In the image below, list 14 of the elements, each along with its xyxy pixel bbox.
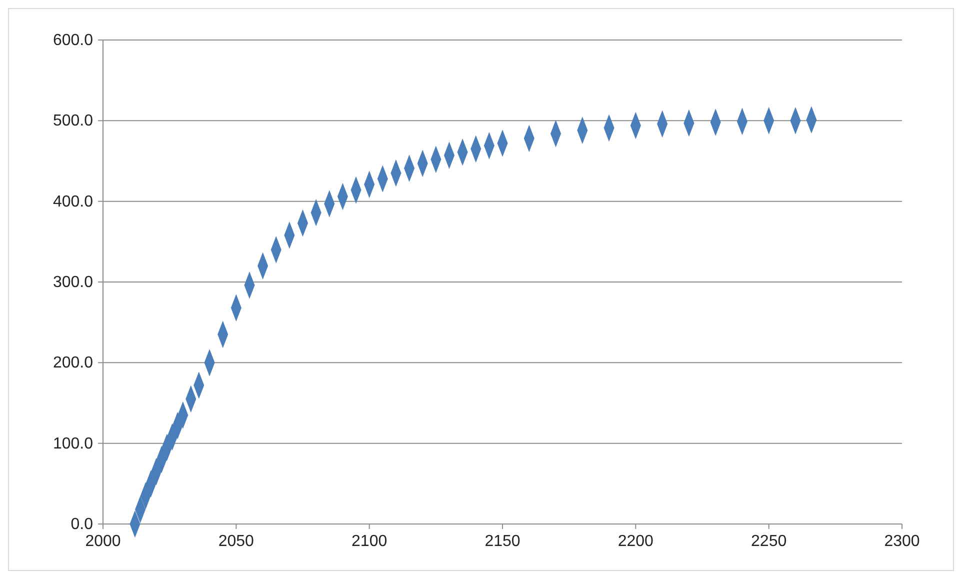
x-tick-label: 2250	[751, 533, 787, 550]
y-tick-label: 100.0	[52, 435, 94, 452]
y-tick-label: 500.0	[52, 112, 94, 130]
x-tick-label: 2300	[884, 533, 920, 550]
y-tick-label: 300.0	[52, 274, 94, 291]
x-tick-label: 2150	[484, 533, 520, 550]
x-tick-label: 2000	[85, 533, 121, 550]
x-tick-label: 2100	[352, 533, 388, 550]
y-tick-label: 200.0	[52, 354, 94, 372]
x-tick-label: 2200	[618, 533, 654, 550]
x-tick-label: 2050	[218, 533, 254, 550]
y-tick-label: 400.0	[52, 193, 94, 210]
y-tick-label: 0.0	[70, 516, 94, 533]
y-tick-label: 600.0	[52, 32, 94, 49]
